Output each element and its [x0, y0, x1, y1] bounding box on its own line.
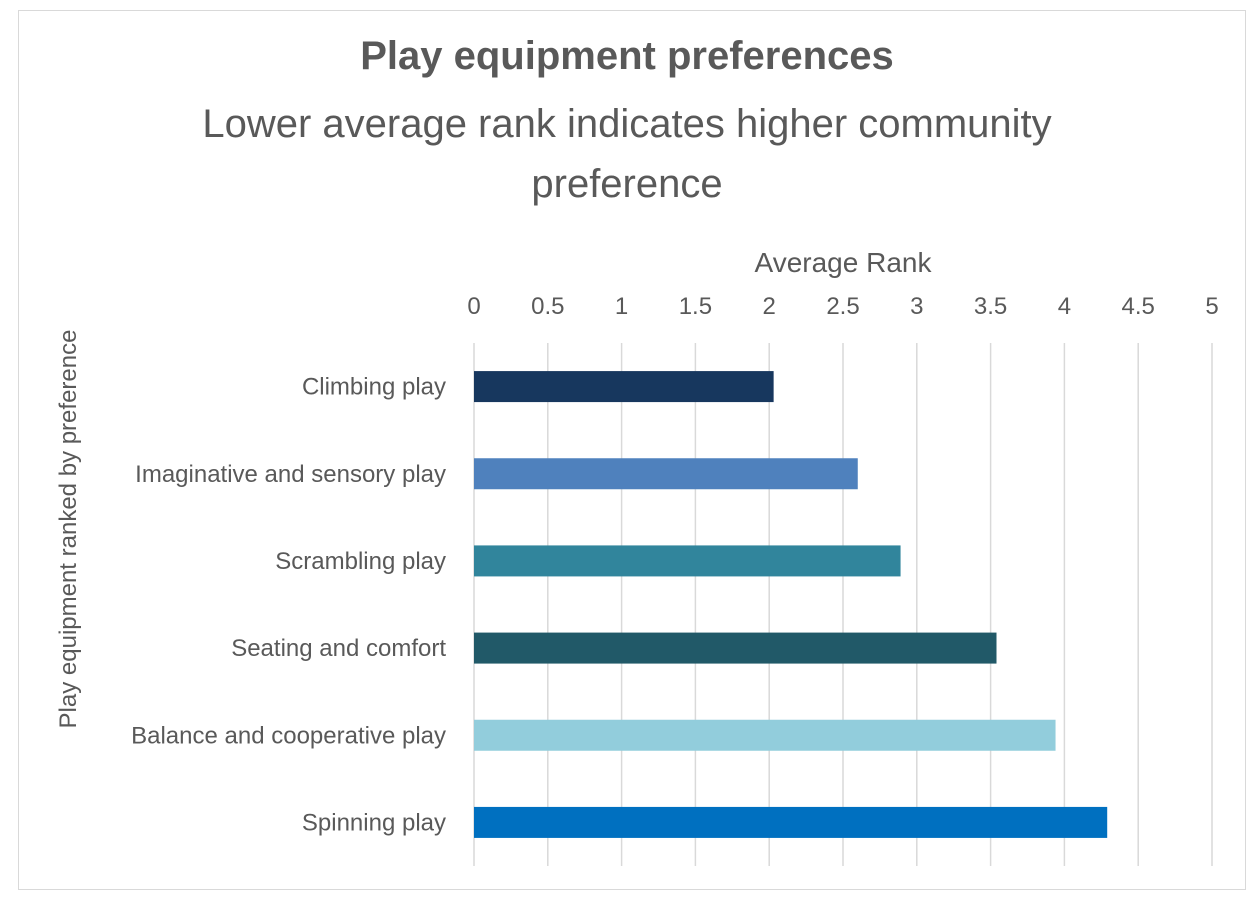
- chart-title: Play equipment preferences: [360, 34, 894, 78]
- bar: [474, 632, 997, 664]
- category-label: Seating and comfort: [231, 635, 446, 662]
- category-label: Spinning play: [302, 809, 446, 836]
- gridlines: [473, 343, 1213, 866]
- bar: [474, 719, 1056, 751]
- x-tick-label: 0: [467, 293, 480, 320]
- x-tick-label: 0.5: [531, 293, 564, 320]
- bar: [474, 371, 774, 403]
- category-label: Scrambling play: [275, 548, 446, 575]
- y-axis-label: Play equipment ranked by preference: [55, 330, 82, 729]
- x-tick-label: 4: [1058, 293, 1071, 320]
- category-label: Imaginative and sensory play: [135, 461, 446, 488]
- x-tick-label: 3.5: [974, 293, 1007, 320]
- category-label: Balance and cooperative play: [131, 722, 446, 749]
- x-tick-label: 2: [763, 293, 776, 320]
- x-tick-label: 5: [1205, 293, 1218, 320]
- bar: [474, 458, 858, 490]
- chart-subtitle-line-1: Lower average rank indicates higher comm…: [202, 102, 1052, 146]
- x-tick-label: 4.5: [1122, 293, 1155, 320]
- x-tick-label: 1: [615, 293, 628, 320]
- bar: [474, 545, 901, 577]
- bar: [474, 806, 1108, 838]
- x-axis-label: Average Rank: [755, 247, 933, 278]
- x-tick-label: 1.5: [679, 293, 712, 320]
- x-tick-labels: 0 0.5 1 1.5 2 2.5 3 3.5 4 4.5 5: [467, 293, 1218, 320]
- chart-subtitle: Lower average rank indicates higher comm…: [0, 94, 1254, 214]
- x-tick-label: 3: [910, 293, 923, 320]
- category-labels: Climbing play Imaginative and sensory pla…: [131, 374, 446, 837]
- category-label: Climbing play: [302, 374, 446, 401]
- chart-subtitle-line-2: preference: [531, 162, 723, 206]
- x-tick-label: 2.5: [826, 293, 859, 320]
- bars: [474, 371, 1108, 838]
